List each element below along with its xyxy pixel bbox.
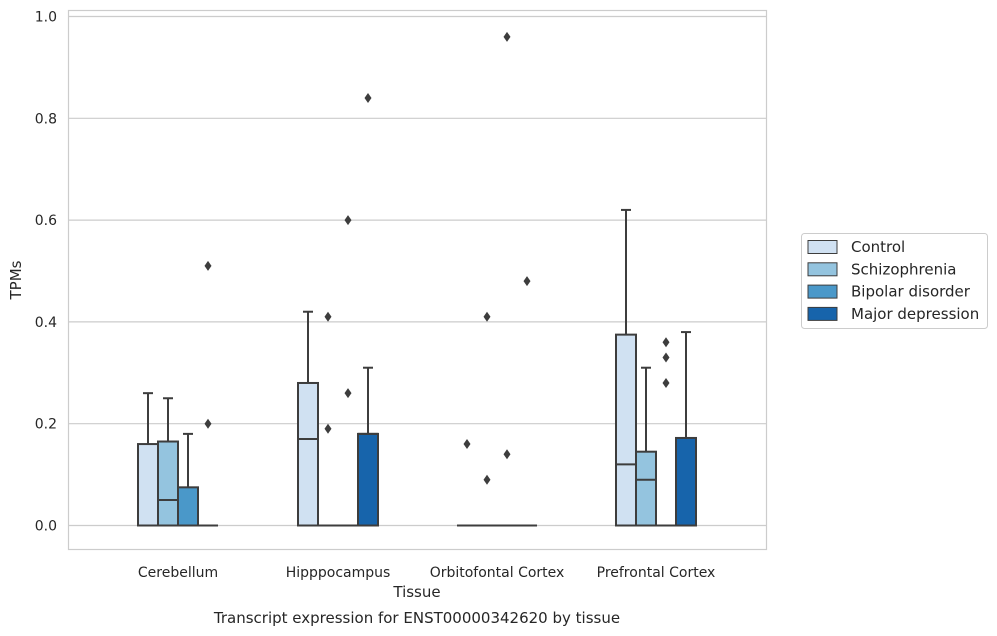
x-axis-label: Tissue [392, 583, 440, 601]
box [177, 486, 199, 527]
outlier-point [204, 260, 212, 271]
x-tick-label: Prefrontal Cortex [597, 565, 716, 581]
legend-label: Control [851, 238, 905, 256]
outlier-point [503, 449, 511, 460]
series-control [137, 208, 637, 527]
box [675, 436, 697, 527]
outlier-point [523, 276, 531, 287]
outlier-point [204, 418, 212, 429]
outlier-point [324, 423, 332, 434]
legend-label: Bipolar disorder [851, 283, 971, 301]
outlier-point [662, 352, 670, 363]
box [157, 440, 179, 527]
x-tick-label: Hipppocampus [286, 565, 391, 581]
legend-swatch [807, 240, 838, 254]
box [615, 333, 637, 527]
outlier-point [344, 388, 352, 399]
box [635, 450, 657, 527]
y-tick-label: 1.0 [35, 10, 57, 26]
outlier-point [364, 92, 372, 103]
y-tick-label: 0.6 [35, 213, 57, 229]
y-tick-label: 0.2 [35, 417, 57, 433]
x-tick-labels: Cerebellum Hipppocampus Orbitofontal Corte… [138, 565, 715, 581]
legend: Control Schizophrenia Bipolar disorder Majo… [801, 233, 988, 329]
legend-swatch [807, 306, 838, 321]
legend-frame [801, 233, 988, 329]
outlier-point [324, 311, 332, 322]
legend-swatch [807, 284, 838, 299]
outlier-point [344, 215, 352, 226]
legend-swatch [807, 262, 838, 277]
outlier-point [483, 474, 491, 485]
series-bipolar-disorder [177, 31, 676, 527]
x-tick-label: Cerebellum [138, 565, 218, 581]
legend-label: Schizophrenia [851, 260, 956, 278]
outlier-point [662, 377, 670, 388]
y-tick-labels: 0.0 0.2 0.4 0.6 0.8 1.0 [35, 10, 57, 535]
box [137, 443, 159, 527]
box-series [137, 31, 697, 527]
outlier-point [662, 337, 670, 348]
x-tick-label: Orbitofontal Cortex [430, 565, 565, 581]
legend-label: Major depression [851, 305, 979, 323]
y-tick-label: 0.0 [35, 519, 57, 535]
y-tick-label: 0.8 [35, 111, 57, 127]
y-tick-label: 0.4 [35, 315, 57, 331]
chart-caption: Transcript expression for ENST0000034262… [213, 609, 620, 627]
series-schizophrenia [157, 311, 657, 527]
outlier-point [503, 31, 511, 42]
outlier-point [483, 311, 491, 322]
box [297, 381, 319, 527]
outlier-point [463, 439, 471, 450]
series-major-depression [198, 92, 697, 527]
plot-frame [67, 9, 768, 551]
y-axis-label: TPMs [7, 260, 25, 300]
box [357, 432, 379, 527]
